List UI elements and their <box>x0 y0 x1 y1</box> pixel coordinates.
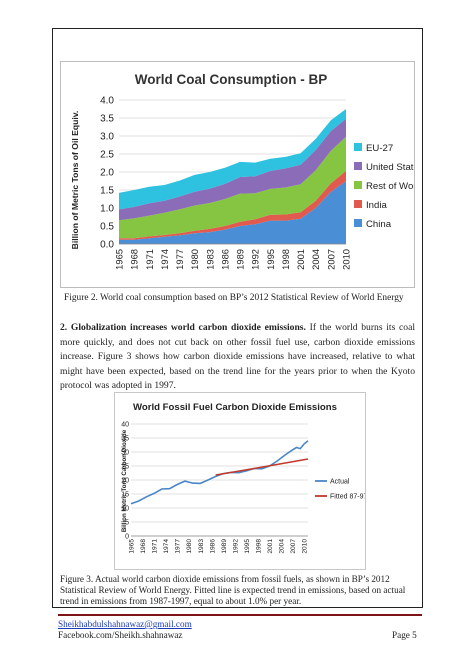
y-tick-label: 10 <box>121 506 129 513</box>
x-tick-label: 2001 <box>295 249 306 270</box>
y-tick-label: 3.0 <box>100 132 114 143</box>
legend-swatch-united-states <box>354 162 362 170</box>
x-tick-label: 1977 <box>175 539 182 554</box>
x-tick-label: 1998 <box>255 539 262 554</box>
x-tick-label: 1971 <box>144 249 155 270</box>
co2-emissions-chart: World Fossil Fuel Carbon Dioxide Emissio… <box>121 402 367 554</box>
x-tick-label: 2007 <box>325 249 336 270</box>
y-tick-label: 15 <box>121 492 129 499</box>
y-tick-label: 0 <box>125 534 129 541</box>
x-tick-label: 1968 <box>129 249 140 270</box>
y-tick-label: 40 <box>121 422 129 429</box>
y-tick-label: 2.5 <box>100 150 114 161</box>
y-tick-label: 20 <box>121 478 129 485</box>
x-tick-label: 1992 <box>250 249 261 270</box>
legend-label-india: India <box>366 200 387 211</box>
y-tick-label: 5 <box>125 520 129 527</box>
area-united-states <box>119 118 346 221</box>
x-tick-label: 1992 <box>232 539 239 554</box>
coal-consumption-chart: World Coal Consumption - BP Billion of M… <box>70 72 424 270</box>
legend-label-china: China <box>366 219 392 230</box>
legend-swatch-india <box>354 200 362 208</box>
x-tick-label: 2007 <box>290 539 297 554</box>
x-tick-label: 1965 <box>114 249 125 270</box>
area-eu-27 <box>119 109 346 210</box>
x-tick-label: 2010 <box>341 249 352 270</box>
x-tick-label: 1986 <box>209 539 216 554</box>
legend-label-actual: Actual <box>330 479 350 486</box>
x-tick-label: 1998 <box>280 249 291 270</box>
x-tick-label: 1977 <box>174 249 185 270</box>
legend-label-eu-27: EU-27 <box>366 143 393 154</box>
y-tick-label: 30 <box>121 450 129 457</box>
footer-facebook: Facebook.com/Sheikh.shahnawaz <box>58 630 183 640</box>
footer-divider <box>58 614 422 616</box>
x-tick-label: 1995 <box>244 539 251 554</box>
x-tick-label: 2001 <box>267 539 274 554</box>
line-fitted-87-97 <box>215 458 309 476</box>
y-tick-label: 2.0 <box>100 168 114 179</box>
legend-label-rest-of-world: Rest of World <box>366 181 414 192</box>
x-tick-label: 1986 <box>219 249 230 270</box>
paragraph-heading: 2. Globalization increases world carbon … <box>60 322 306 333</box>
chart-title: World Fossil Fuel Carbon Dioxide Emissio… <box>133 402 337 413</box>
y-tick-label: 1.5 <box>100 186 114 197</box>
y-tick-label: 3.5 <box>100 114 114 125</box>
x-tick-label: 1980 <box>189 249 200 270</box>
y-axis-label: Billion Metric Tons Carbon Dioxide <box>121 429 128 532</box>
x-tick-label: 1980 <box>186 539 193 554</box>
area-rest-of-world <box>119 136 346 239</box>
chart-title: World Coal Consumption - BP <box>135 72 328 87</box>
area-china <box>119 181 346 244</box>
x-tick-label: 1989 <box>235 249 246 270</box>
x-tick-label: 1995 <box>265 249 276 270</box>
body-paragraph: 2. Globalization increases world carbon … <box>60 321 415 394</box>
x-tick-label: 2010 <box>302 539 309 554</box>
legend-label-united-states: United States <box>366 162 414 173</box>
x-tick-label: 1989 <box>221 539 228 554</box>
x-tick-label: 2004 <box>310 249 321 270</box>
legend-swatch-rest-of-world <box>354 181 362 189</box>
legend-label-fitted-87-97: Fitted 87-97 <box>330 494 365 501</box>
paragraph-body: If the world burns its coal more quickly… <box>60 322 416 392</box>
y-tick-label: 25 <box>121 464 129 471</box>
x-tick-label: 1983 <box>204 249 215 270</box>
page-number: Page 5 <box>392 630 417 640</box>
area-india <box>119 170 346 240</box>
legend-swatch-eu-27 <box>354 143 362 151</box>
x-tick-label: 1983 <box>198 539 205 554</box>
y-tick-label: 35 <box>121 436 129 443</box>
legend-swatch-china <box>354 219 362 227</box>
figure-3-caption: Figure 3. Actual world carbon dioxide em… <box>60 574 406 606</box>
figure-2-chart-box: World Coal Consumption - BP Billion of M… <box>60 61 424 288</box>
y-axis-label: Billion of Metric Tons of Oil Equiv. <box>70 111 80 250</box>
y-tick-label: 0.0 <box>100 240 114 251</box>
y-tick-label: 0.5 <box>100 222 114 233</box>
x-tick-label: 1974 <box>159 249 170 270</box>
figure-2-caption: Figure 2. World coal consumption based o… <box>64 293 404 303</box>
x-tick-label: 1968 <box>140 539 147 554</box>
figure-3-chart-box: World Fossil Fuel Carbon Dioxide Emissio… <box>114 392 367 570</box>
x-tick-label: 1971 <box>152 539 159 554</box>
footer-email-link[interactable]: Sheikhabdulshahnawaz@gmail.com <box>58 619 192 629</box>
y-tick-label: 4.0 <box>100 96 114 107</box>
y-tick-label: 1.0 <box>100 204 114 215</box>
x-tick-label: 2004 <box>279 539 286 554</box>
x-tick-label: 1974 <box>163 539 170 554</box>
x-tick-label: 1965 <box>129 539 136 554</box>
